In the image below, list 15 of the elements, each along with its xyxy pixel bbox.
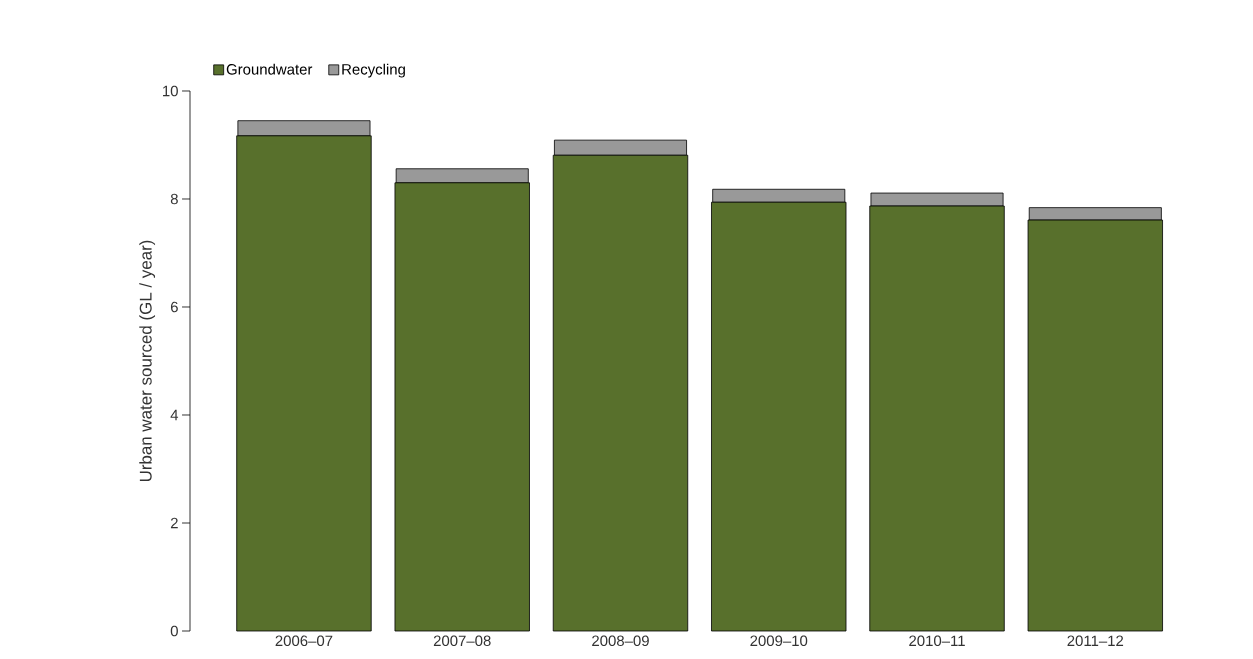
y-tick-label: 8 (170, 193, 178, 205)
legend-label: Groundwater (226, 63, 313, 75)
y-axis-title: Urban water sourced (GL / year) (139, 240, 156, 482)
x-tick-label: 2008–09 (592, 635, 649, 647)
x-tick-label: 2006–07 (275, 635, 333, 647)
y-tick-label: 4 (170, 409, 179, 421)
x-tick-label: 2010–11 (909, 635, 965, 647)
y-tick-label: 0 (170, 625, 178, 637)
legend-label: Recycling (342, 63, 405, 78)
y-tick-label: 10 (163, 85, 178, 97)
x-tick-label: 2011–12 (1067, 635, 1124, 647)
y-tick-label: 6 (170, 301, 178, 313)
x-tick-label: 2009–10 (750, 635, 808, 647)
y-tick-label: 2 (170, 517, 178, 529)
x-tick-label: 2007–08 (433, 635, 491, 647)
